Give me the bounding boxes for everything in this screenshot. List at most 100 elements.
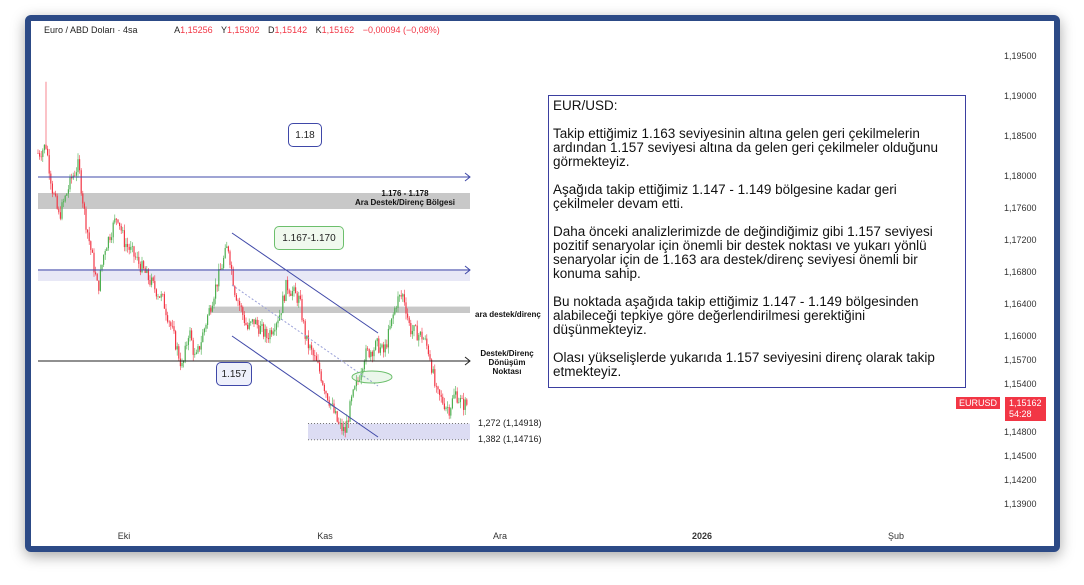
- candle: [175, 331, 177, 350]
- candle: [397, 296, 399, 308]
- analysis-note[interactable]: EUR/USD: Takip ettiğimiz 1.163 seviyesin…: [548, 95, 966, 388]
- candle: [131, 246, 133, 247]
- candle: [315, 356, 317, 361]
- candle: [419, 331, 421, 335]
- candle: [155, 289, 157, 297]
- callout-1-157[interactable]: 1.157: [216, 362, 252, 386]
- candle: [456, 391, 458, 403]
- candle: [179, 358, 181, 367]
- candle: [39, 153, 41, 157]
- candle: [64, 195, 66, 202]
- candle: [88, 232, 90, 242]
- close-label: K: [315, 25, 322, 35]
- candle: [160, 294, 162, 298]
- candle: [335, 411, 337, 413]
- candle: [448, 407, 450, 416]
- candle: [275, 323, 277, 330]
- candle: [376, 338, 378, 342]
- price-tick: 1,15400: [1004, 379, 1037, 389]
- candle: [424, 338, 426, 340]
- candle: [416, 325, 418, 341]
- candle: [458, 402, 460, 403]
- candle: [288, 290, 290, 294]
- candle: [151, 277, 153, 285]
- candle: [373, 349, 375, 357]
- candle: [197, 346, 199, 353]
- candle: [360, 373, 362, 380]
- candle: [208, 308, 210, 316]
- candle: [451, 398, 453, 409]
- candle: [423, 338, 425, 340]
- candle: [341, 422, 343, 431]
- candle: [205, 324, 207, 329]
- candle: [421, 331, 423, 340]
- candle: [248, 322, 250, 329]
- price-tick: 1,16000: [1004, 331, 1037, 341]
- candle: [336, 411, 338, 422]
- fib-zone: [308, 423, 470, 440]
- open-value: 1,15256: [180, 25, 213, 35]
- candle: [56, 195, 58, 209]
- candle: [184, 345, 186, 362]
- price-tick: 1,17200: [1004, 235, 1037, 245]
- candle: [112, 222, 114, 238]
- candle: [178, 346, 180, 359]
- candle: [285, 279, 287, 301]
- candle: [40, 156, 42, 158]
- candle: [152, 277, 154, 281]
- candle: [392, 314, 394, 319]
- candle: [349, 401, 351, 422]
- candle: [365, 348, 367, 362]
- candle: [149, 280, 151, 285]
- candle: [67, 189, 69, 194]
- candle: [226, 246, 228, 249]
- candle: [368, 349, 370, 358]
- candle: [99, 269, 101, 291]
- candle: [234, 286, 236, 296]
- candle: [45, 144, 47, 149]
- candle: [323, 384, 325, 392]
- candle: [147, 269, 149, 281]
- candle: [264, 328, 266, 337]
- candle: [87, 229, 89, 233]
- callout-1-18[interactable]: 1.18: [288, 123, 322, 147]
- candle: [42, 150, 44, 157]
- high-label: Y: [220, 25, 227, 35]
- candle: [128, 246, 130, 250]
- candle: [263, 324, 265, 337]
- symbol-title[interactable]: Euro / ABD Doları · 4sa: [44, 25, 138, 35]
- callout-1-167-1-170[interactable]: 1.167-1.170: [274, 226, 344, 250]
- candle: [354, 386, 356, 390]
- candle: [144, 268, 146, 273]
- candle: [370, 351, 372, 358]
- candle: [189, 330, 191, 339]
- candle: [250, 321, 252, 323]
- candle: [75, 172, 77, 176]
- candle: [109, 236, 111, 241]
- candle: [383, 344, 385, 353]
- candle: [114, 218, 116, 223]
- candle: [290, 293, 292, 296]
- candle: [207, 315, 209, 325]
- candle: [282, 295, 284, 314]
- candle: [243, 315, 245, 323]
- candle: [239, 301, 241, 306]
- candle: [359, 379, 361, 381]
- candle: [440, 394, 442, 397]
- candle: [83, 203, 85, 209]
- ara-zone-label: ara destek/direnç: [475, 310, 541, 319]
- candle: [298, 295, 300, 303]
- note-paragraph: Olası yükselişlerde yukarıda 1.157 seviy…: [553, 350, 935, 379]
- candle: [165, 308, 167, 316]
- candle: [59, 212, 61, 219]
- note-paragraph: Takip ettiğimiz 1.163 seviyesinin altına…: [553, 126, 939, 169]
- candle: [194, 353, 196, 355]
- zone-176-label: 1.176 - 1.178 Ara Destek/Direnç Bölgesi: [340, 189, 470, 207]
- candle: [136, 256, 138, 258]
- candle: [138, 256, 140, 264]
- candle: [447, 407, 449, 408]
- candle: [435, 385, 437, 387]
- candle: [211, 305, 213, 312]
- candle: [133, 246, 135, 257]
